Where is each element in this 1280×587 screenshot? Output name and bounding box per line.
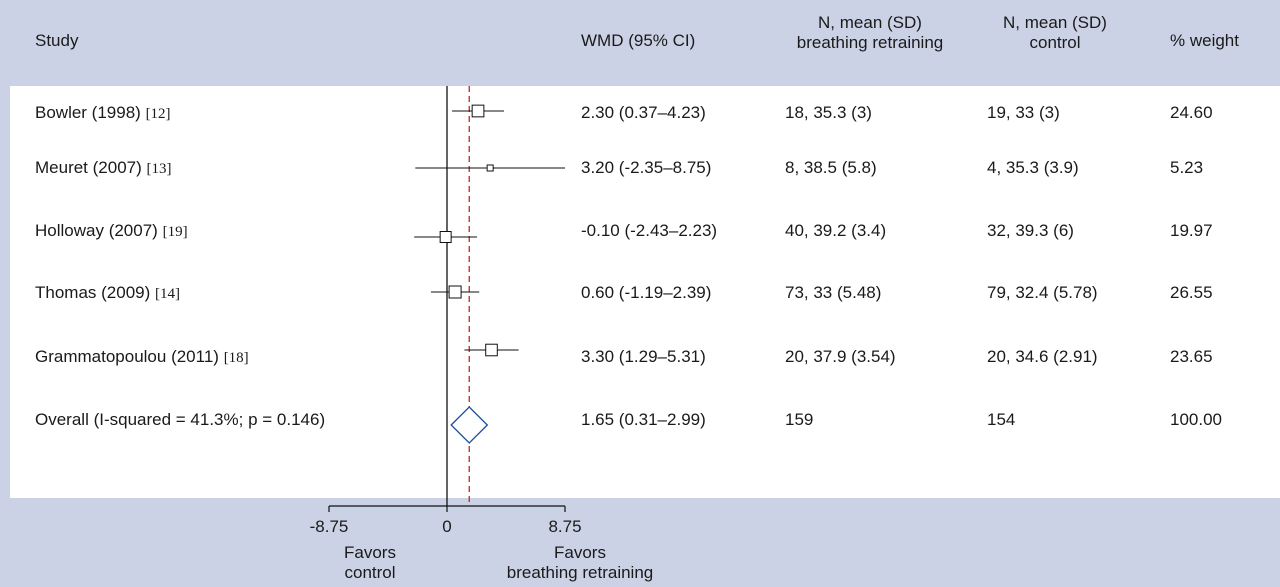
- study-name: Meuret (2007) [13]: [35, 158, 172, 177]
- header-treat-line1: N, mean (SD): [818, 13, 922, 32]
- header-breathing-retraining: N, mean (SD) breathing retraining: [770, 13, 970, 53]
- x-tick-label: 0: [442, 517, 452, 536]
- favors-control-label: Favors control: [310, 543, 430, 583]
- header-ctrl-line2: control: [1029, 33, 1081, 52]
- wmd-value: 3.20 (-2.35–8.75): [581, 158, 712, 177]
- favors-breathing-label: Favors breathing retraining: [460, 543, 700, 583]
- treat-value: 18, 35.3 (3): [785, 103, 872, 122]
- ctrl-value: 20, 34.6 (2.91): [987, 347, 1098, 366]
- ctrl-value: 32, 39.3 (6): [987, 221, 1074, 240]
- overall-label: Overall (I-squared = 41.3%; p = 0.146): [35, 410, 326, 429]
- treat-value: 20, 37.9 (3.54): [785, 347, 896, 366]
- study-name: Holloway (2007) [19]: [35, 221, 188, 240]
- weight-value: 26.55: [1170, 283, 1213, 302]
- study-name: Thomas (2009) [14]: [35, 283, 181, 302]
- ctrl-value: 19, 33 (3): [987, 103, 1060, 122]
- overall-treat: 159: [785, 410, 814, 429]
- treat-value: 73, 33 (5.48): [785, 283, 882, 302]
- favors-right-line1: Favors: [554, 543, 606, 562]
- weight-value: 5.23: [1170, 158, 1204, 177]
- study-point-estimate: [439, 231, 452, 243]
- wmd-value: 2.30 (0.37–4.23): [581, 103, 706, 122]
- study-point-estimate: [471, 104, 485, 118]
- wmd-value: -0.10 (-2.43–2.23): [581, 221, 718, 240]
- header-wmd: WMD (95% CI): [581, 31, 696, 50]
- overall-ctrl: 154: [987, 410, 1016, 429]
- header-ctrl-line1: N, mean (SD): [1003, 13, 1107, 32]
- table-panel: [10, 86, 1280, 498]
- weight-value: 24.60: [1170, 103, 1213, 122]
- favors-right-line2: breathing retraining: [506, 563, 654, 582]
- ctrl-value: 79, 32.4 (5.78): [987, 283, 1098, 302]
- study-name: Grammatopoulou (2011) [18]: [35, 347, 249, 366]
- treat-value: 8, 38.5 (5.8): [785, 158, 877, 177]
- overall-wmd: 1.65 (0.31–2.99): [581, 410, 706, 429]
- x-tick-label: 8.75: [548, 517, 582, 536]
- header-weight: % weight: [1170, 31, 1239, 50]
- favors-left-line1: Favors: [344, 543, 396, 562]
- x-tick-label: -8.75: [309, 517, 349, 536]
- weight-value: 23.65: [1170, 347, 1213, 366]
- study-point-estimate: [448, 285, 462, 299]
- favors-left-line2: control: [344, 563, 396, 582]
- ctrl-value: 4, 35.3 (3.9): [987, 158, 1079, 177]
- weight-value: 19.97: [1170, 221, 1213, 240]
- treat-value: 40, 39.2 (3.4): [785, 221, 887, 240]
- study-point-estimate: [485, 343, 498, 357]
- header-band: Study WMD (95% CI) N, mean (SD) breathin…: [0, 0, 1280, 86]
- wmd-value: 3.30 (1.29–5.31): [581, 347, 706, 366]
- header-study: Study: [35, 31, 79, 50]
- overall-weight: 100.00: [1170, 410, 1222, 429]
- study-point-estimate: [486, 164, 494, 172]
- header-treat-line2: breathing retraining: [796, 33, 944, 52]
- overall-diamond: [450, 406, 489, 444]
- header-control: N, mean (SD) control: [970, 13, 1140, 53]
- study-name: Bowler (1998) [12]: [35, 103, 171, 122]
- wmd-value: 0.60 (-1.19–2.39): [581, 283, 712, 302]
